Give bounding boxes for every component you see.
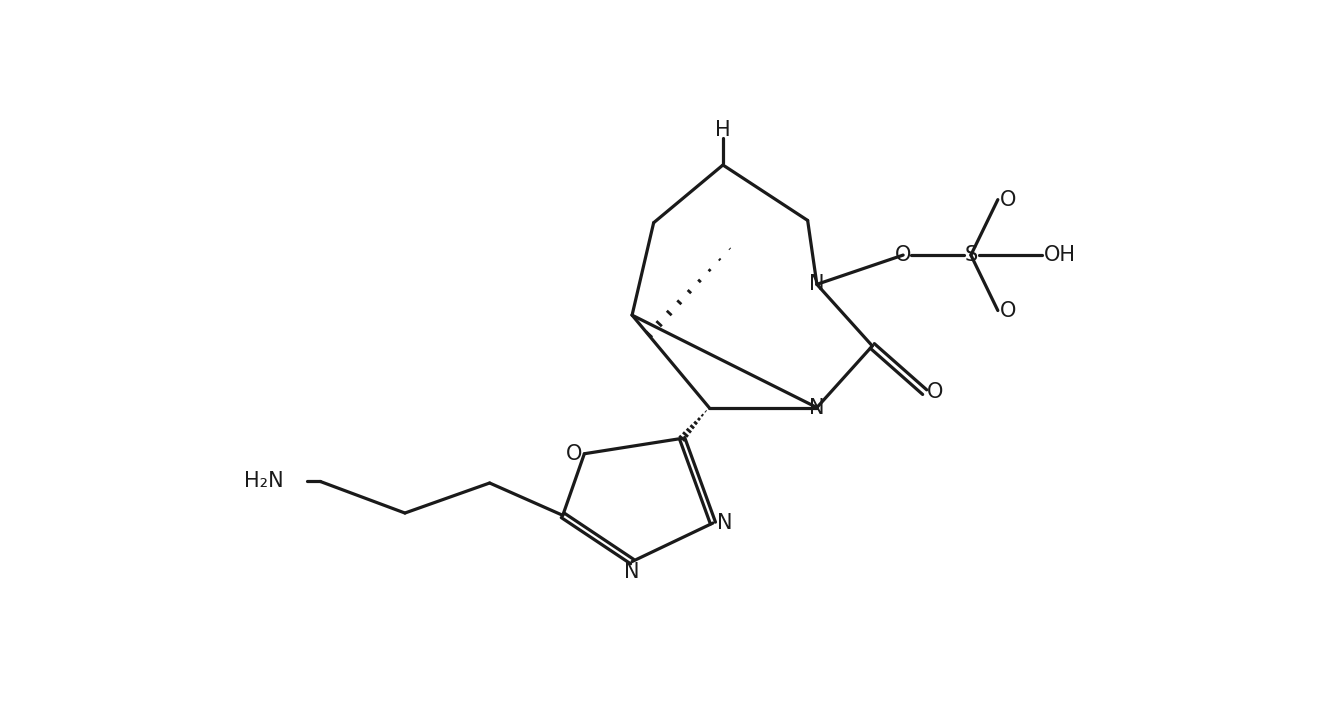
Text: N: N xyxy=(810,274,824,294)
Text: O: O xyxy=(999,190,1017,210)
Text: H₂N: H₂N xyxy=(244,471,284,491)
Text: N: N xyxy=(716,513,732,533)
Text: O: O xyxy=(566,443,583,463)
Text: OH: OH xyxy=(1043,245,1075,265)
Text: S: S xyxy=(964,245,978,265)
Text: O: O xyxy=(927,382,943,402)
Text: O: O xyxy=(999,301,1017,321)
Text: O: O xyxy=(895,245,911,265)
Text: N: N xyxy=(624,563,640,583)
Text: H: H xyxy=(715,121,731,141)
Text: N: N xyxy=(810,398,824,418)
